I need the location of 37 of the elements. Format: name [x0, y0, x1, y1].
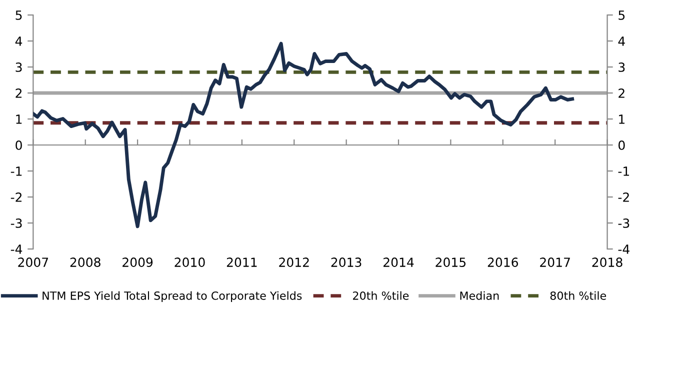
x-tick-label: 2016: [488, 258, 518, 268]
y2-tick-label: 2: [618, 88, 624, 98]
x-tick-label: 2017: [540, 258, 570, 268]
y2-tick-label: -3: [618, 218, 630, 228]
y-tick-label: 2: [16, 88, 22, 98]
x-tick-label: 2013: [331, 258, 362, 268]
x-tick-label: 2018: [592, 258, 622, 268]
y-tick-label: 3: [16, 62, 22, 72]
y-tick-label: 4: [15, 36, 22, 46]
line-series: [33, 42, 574, 228]
y2-tick-label: 1: [619, 114, 624, 124]
x-tick-label: 2015: [436, 258, 466, 268]
x-tick-label: 2012: [279, 258, 309, 268]
y-tick-label: -4: [10, 244, 22, 254]
y-tick-label: -3: [10, 218, 22, 228]
x-tick-label: 2008: [70, 258, 100, 268]
x-tick-label: 2011: [226, 258, 257, 268]
y2-tick-label: 3: [618, 62, 625, 72]
y2-tick-label: -1: [618, 166, 629, 176]
y-tick-label: 0: [16, 140, 22, 150]
legend-label: Median: [460, 291, 499, 300]
y2-tick-label: 0: [618, 140, 625, 150]
y2-tick-label: -2: [618, 192, 629, 202]
y-tick-label: 1: [16, 114, 22, 124]
y-tick-label: 5: [16, 10, 22, 20]
x-tick-label: 2009: [122, 258, 153, 268]
legend-label: 80th %tile: [550, 291, 606, 300]
y2-tick-label: 4: [618, 36, 625, 46]
legend-label: 20th %tile: [353, 291, 409, 300]
x-tick-label: 2007: [18, 258, 48, 268]
y2-tick-label: 5: [618, 10, 625, 20]
x-tick-label: 2014: [384, 258, 414, 268]
x-tick-label: 2010: [174, 258, 205, 268]
y-tick-label: -2: [10, 192, 22, 202]
legend-label: NTM EPS Yield Total Spread to Corporate Yields: [42, 291, 302, 302]
y-tick-label: -1: [10, 166, 22, 176]
y2-tick-label: -4: [618, 244, 630, 254]
